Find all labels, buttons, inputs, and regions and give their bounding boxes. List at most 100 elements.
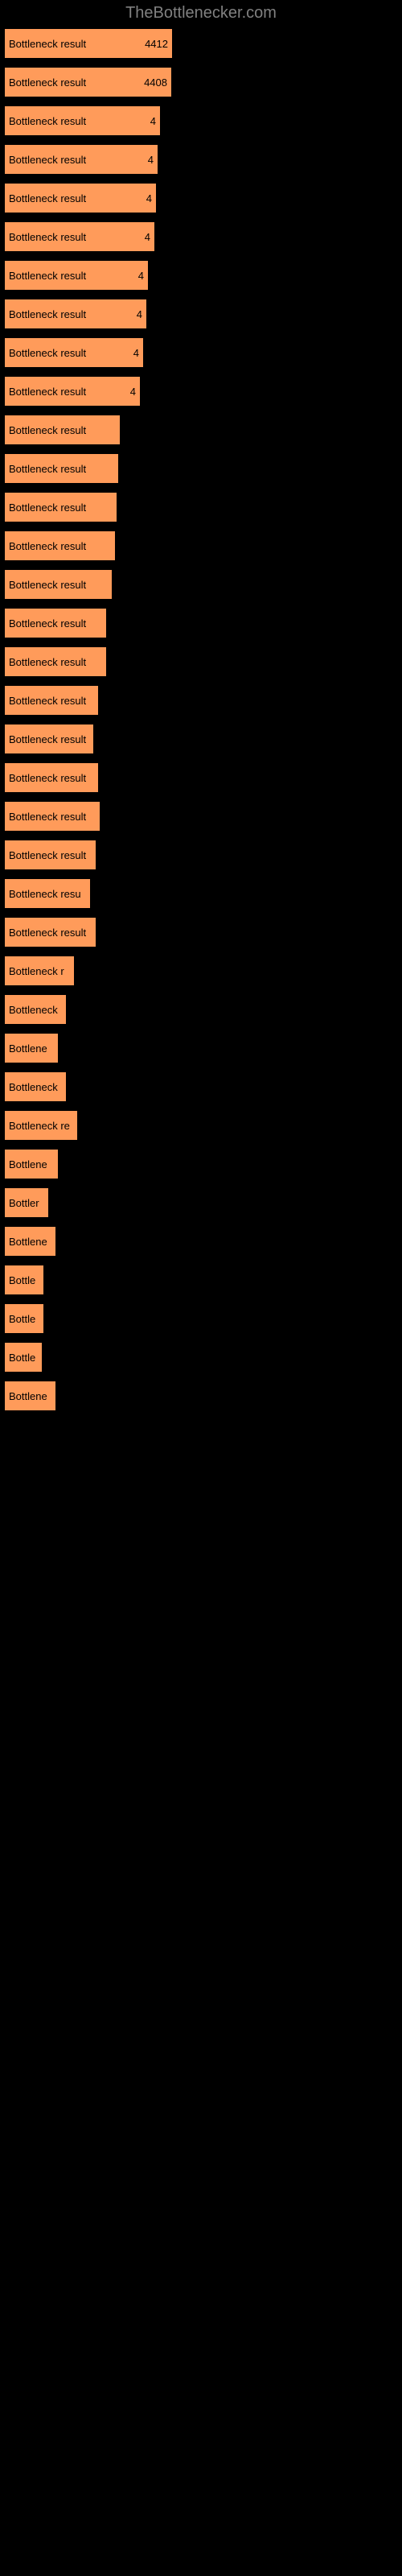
bar-label: Bottleneck result	[9, 386, 86, 398]
bar-label: Bottleneck resu	[9, 888, 81, 900]
bar-row: Bottleneck result	[4, 724, 398, 754]
bar-label: Bottleneck r	[9, 965, 64, 977]
bar: Bottleneck result	[4, 569, 113, 600]
bar-row: Bottleneck	[4, 994, 398, 1025]
bar-row: Bottlene	[4, 1149, 398, 1179]
bar-wrapper: Bottle	[4, 1265, 398, 1295]
bar-row: Bottle	[4, 1342, 398, 1373]
bar: Bottlene	[4, 1381, 56, 1411]
bar-wrapper: Bottleneck result4	[4, 337, 398, 368]
bar-wrapper: Bottleneck result 4412	[4, 28, 398, 59]
bar-row: Bottleneck result 4	[4, 105, 398, 136]
bar-wrapper: Bottleneck resu	[4, 878, 398, 909]
bar-value: 4	[150, 115, 156, 127]
bar-label: Bottleneck result	[9, 617, 86, 630]
bar-label: Bottleneck	[9, 1004, 58, 1016]
bar-label: Bottleneck result	[9, 76, 86, 89]
bar-value: 4408	[144, 76, 167, 89]
bar: Bottleneck result	[4, 453, 119, 484]
bar-wrapper: Bottleneck re	[4, 1110, 398, 1141]
bar-value: 4	[145, 231, 150, 243]
bar-wrapper: Bottleneck result4	[4, 299, 398, 329]
bar: Bottleneck re	[4, 1110, 78, 1141]
bar-wrapper: Bottleneck r	[4, 956, 398, 986]
bar-wrapper: Bottleneck result	[4, 453, 398, 484]
bar-wrapper: Bottle	[4, 1303, 398, 1334]
bar-label: Bottleneck result	[9, 463, 86, 475]
bar-row: Bottleneck result 4	[4, 183, 398, 213]
bar-value: 4	[130, 386, 136, 398]
bar-wrapper: Bottleneck result	[4, 917, 398, 947]
bar-row: Bottleneck r	[4, 956, 398, 986]
bar-wrapper: Bottleneck result	[4, 415, 398, 445]
bar-row: Bottleneck result	[4, 530, 398, 561]
bar-label: Bottleneck result	[9, 308, 86, 320]
bar-row: Bottlene	[4, 1381, 398, 1411]
bar-label: Bottleneck result	[9, 811, 86, 823]
bar-label: Bottleneck result	[9, 38, 86, 50]
bar: Bottleneck result	[4, 685, 99, 716]
bar: Bottleneck result 4408	[4, 67, 172, 97]
bar-wrapper: Bottlene	[4, 1226, 398, 1257]
bar-wrapper: Bottleneck	[4, 1071, 398, 1102]
bar-row: Bottlene	[4, 1033, 398, 1063]
bar-label: Bottleneck result	[9, 927, 86, 939]
bar-wrapper: Bottler	[4, 1187, 398, 1218]
bar-wrapper: Bottleneck result	[4, 685, 398, 716]
bar-value: 4	[148, 154, 154, 166]
bar-wrapper: Bottleneck result4	[4, 260, 398, 291]
bar: Bottleneck result4	[4, 337, 144, 368]
bar: Bottleneck result 4	[4, 183, 157, 213]
bar: Bottleneck result 4	[4, 376, 141, 407]
bar: Bottleneck result	[4, 530, 116, 561]
bar-row: Bottleneck result	[4, 685, 398, 716]
bar-value: 4	[133, 347, 139, 359]
bar-wrapper: Bottleneck result	[4, 762, 398, 793]
bar-row: Bottleneck result	[4, 762, 398, 793]
bar-label: Bottleneck result	[9, 656, 86, 668]
bar-value: 4412	[145, 38, 168, 50]
bar-wrapper: Bottlene	[4, 1149, 398, 1179]
bar: Bottleneck result4	[4, 221, 155, 252]
bar-wrapper: Bottle	[4, 1342, 398, 1373]
bar: Bottlene	[4, 1033, 59, 1063]
bar-wrapper: Bottleneck result	[4, 530, 398, 561]
bar-label: Bottleneck result	[9, 540, 86, 552]
bar: Bottleneck result	[4, 840, 96, 870]
bar-wrapper: Bottleneck	[4, 994, 398, 1025]
bar: Bottleneck result	[4, 646, 107, 677]
bar-row: Bottleneck result	[4, 569, 398, 600]
bar-value: 4	[138, 270, 144, 282]
bar: Bottleneck result	[4, 415, 121, 445]
bar-wrapper: Bottlene	[4, 1381, 398, 1411]
bar-label: Bottlene	[9, 1236, 47, 1248]
bar-row: Bottler	[4, 1187, 398, 1218]
bar-value: 4	[146, 192, 152, 204]
bar-wrapper: Bottlene	[4, 1033, 398, 1063]
bar: Bottleneck	[4, 994, 67, 1025]
bar-label: Bottleneck result	[9, 849, 86, 861]
bar-row: Bottleneck result	[4, 453, 398, 484]
bar-label: Bottle	[9, 1352, 35, 1364]
bar-wrapper: Bottleneck result 4	[4, 105, 398, 136]
bar: Bottleneck result	[4, 917, 96, 947]
bar-label: Bottleneck re	[9, 1120, 70, 1132]
bar-label: Bottleneck	[9, 1081, 58, 1093]
bar-label: Bottle	[9, 1313, 35, 1325]
bar: Bottleneck result	[4, 608, 107, 638]
bar: Bottleneck result	[4, 724, 94, 754]
bar-label: Bottleneck result	[9, 115, 86, 127]
bar-label: Bottleneck result	[9, 695, 86, 707]
bar: Bottleneck result	[4, 492, 117, 522]
bar: Bottlene	[4, 1226, 56, 1257]
bar-wrapper: Bottleneck result 4	[4, 376, 398, 407]
bar-row: Bottleneck result	[4, 801, 398, 832]
bar: Bottleneck resu	[4, 878, 91, 909]
header-title: TheBottlenecker.com	[125, 4, 277, 22]
bar-row: Bottleneck result	[4, 608, 398, 638]
bar-label: Bottleneck result	[9, 502, 86, 514]
bar-row: Bottle	[4, 1265, 398, 1295]
bar: Bottleneck result4	[4, 144, 158, 175]
bar: Bottleneck result 4412	[4, 28, 173, 59]
bar-label: Bottleneck result	[9, 192, 86, 204]
